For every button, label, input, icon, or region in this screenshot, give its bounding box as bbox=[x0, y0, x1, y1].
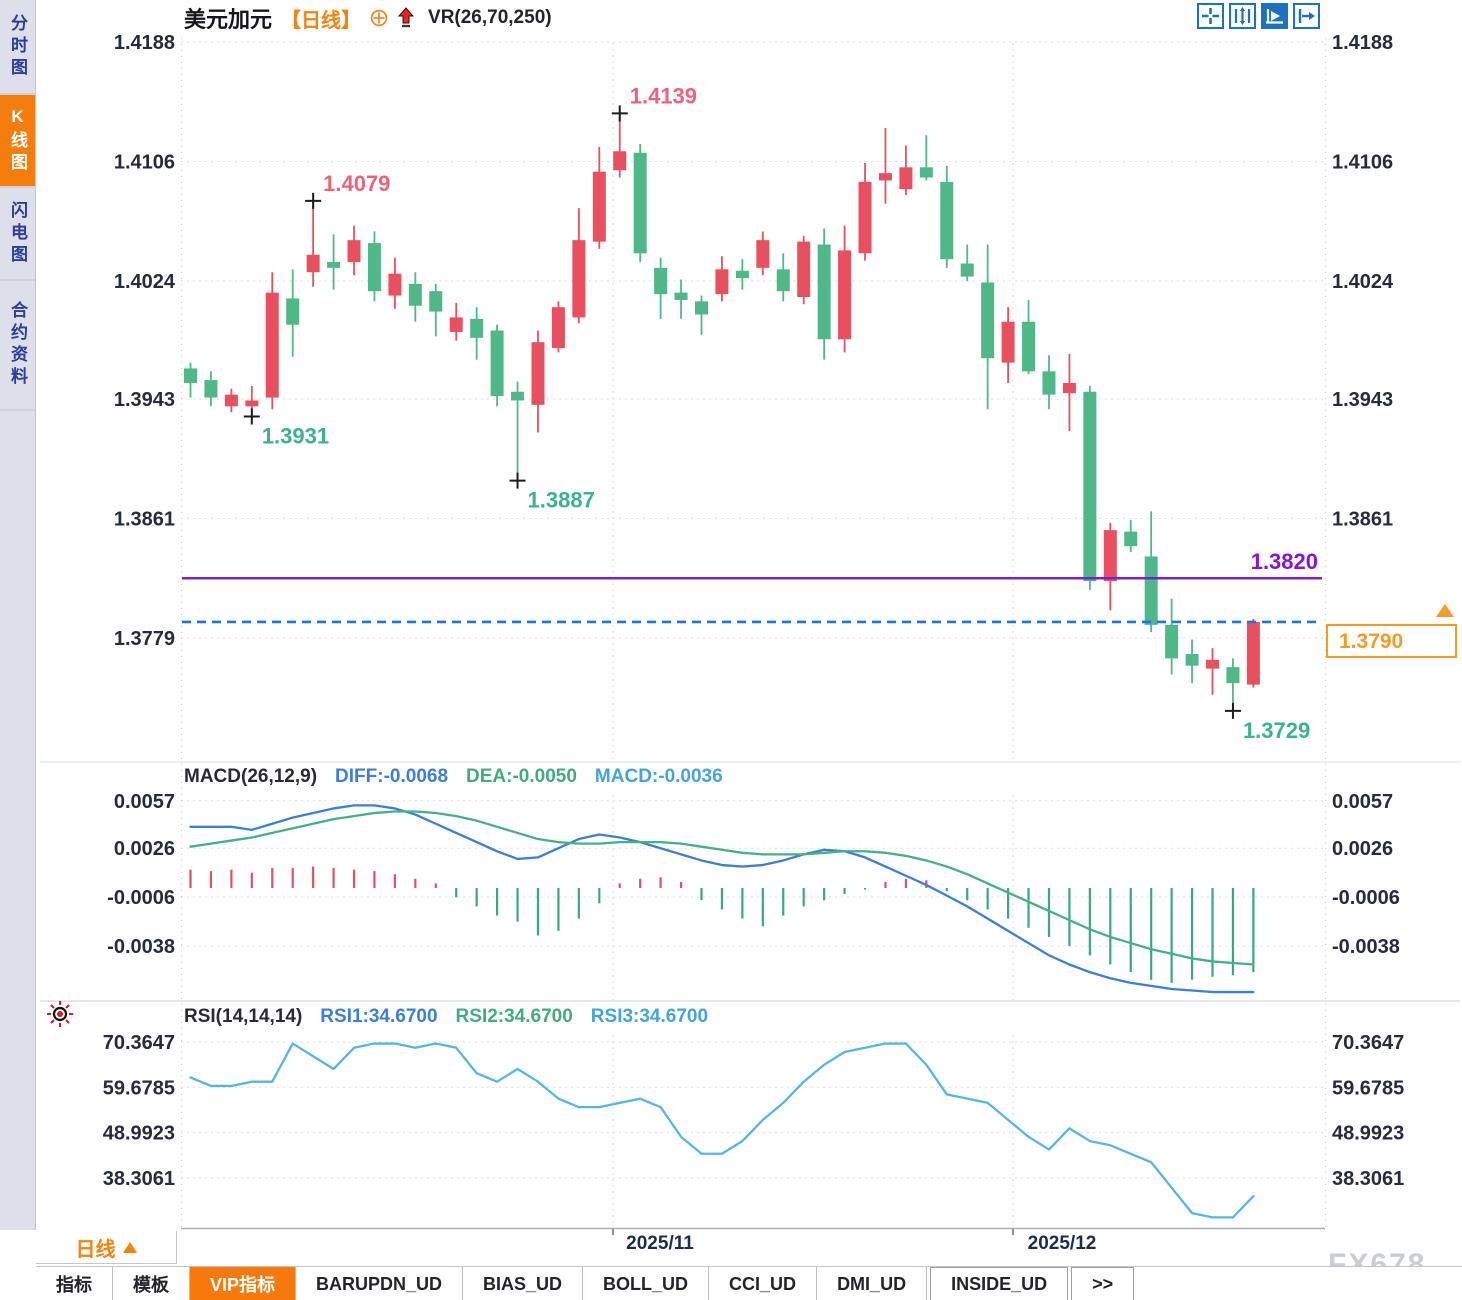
play-to-line-icon[interactable] bbox=[1261, 3, 1288, 29]
timeframe-dropdown[interactable]: 日线 bbox=[36, 1231, 177, 1264]
sidebar-item-kline-chart[interactable]: K线图 bbox=[0, 95, 35, 188]
svg-text:1.4024: 1.4024 bbox=[114, 271, 176, 293]
svg-text:1.3943: 1.3943 bbox=[114, 389, 175, 411]
svg-text:1.3943: 1.3943 bbox=[1332, 389, 1393, 411]
svg-text:0.0026: 0.0026 bbox=[1332, 838, 1393, 860]
vr-indicator-label: VR(26,70,250) bbox=[428, 7, 552, 28]
svg-text:48.9923: 48.9923 bbox=[1332, 1123, 1404, 1145]
svg-text:38.3061: 38.3061 bbox=[103, 1168, 175, 1190]
rsi3-value: RSI3:34.6700 bbox=[590, 1006, 709, 1027]
svg-text:59.6785: 59.6785 bbox=[1332, 1077, 1404, 1099]
timeframe-label: 日线 bbox=[75, 1238, 116, 1261]
x-axis-label-nov: 2025/11 bbox=[626, 1233, 694, 1254]
tab-boll-ud[interactable]: BOLL_UD bbox=[583, 1267, 710, 1300]
indicator-tab-bar: 指标 模板 VIP指标 BARUPDN_UD BIAS_UD BOLL_UD C… bbox=[36, 1266, 1462, 1300]
rsi-title: RSI(14,14,14) bbox=[184, 1006, 303, 1027]
macd-title: MACD(26,12,9) bbox=[184, 766, 318, 787]
svg-text:0.0057: 0.0057 bbox=[114, 791, 175, 813]
svg-text:1.4106: 1.4106 bbox=[1332, 151, 1393, 173]
svg-text:-0.0038: -0.0038 bbox=[107, 936, 175, 958]
axis-scale-icon[interactable] bbox=[1229, 3, 1256, 29]
sidebar-item-flash-chart[interactable]: 闪电图 bbox=[0, 188, 35, 281]
rsi-header: RSI(14,14,14) RSI1:34.6700 RSI2:34.6700 … bbox=[184, 1006, 708, 1028]
svg-text:-0.0038: -0.0038 bbox=[1332, 936, 1400, 958]
tab-indicators[interactable]: 指标 bbox=[36, 1267, 113, 1300]
tab-inside-ud[interactable]: INSIDE_UD bbox=[930, 1267, 1069, 1300]
svg-text:1.3779: 1.3779 bbox=[114, 628, 175, 650]
svg-text:-0.0006: -0.0006 bbox=[107, 887, 175, 909]
rsi2-value: RSI2:34.6700 bbox=[455, 1006, 573, 1027]
svg-text:1.3820: 1.3820 bbox=[1251, 549, 1318, 574]
tab-vip-indicators[interactable]: VIP指标 bbox=[190, 1267, 297, 1300]
svg-text:59.6785: 59.6785 bbox=[103, 1077, 175, 1099]
svg-text:48.9923: 48.9923 bbox=[103, 1123, 175, 1145]
tab-cci-ud[interactable]: CCI_UD bbox=[709, 1267, 818, 1300]
macd-diff-value: DIFF:-0.0068 bbox=[335, 766, 449, 787]
svg-text:1.3729: 1.3729 bbox=[1243, 718, 1310, 743]
macd-header: MACD(26,12,9) DIFF:-0.0068 DEA:-0.0050 M… bbox=[184, 766, 723, 788]
svg-text:1.3861: 1.3861 bbox=[114, 509, 175, 531]
tab-more[interactable]: >> bbox=[1071, 1267, 1135, 1300]
sidebar-item-time-chart[interactable]: 分时图 bbox=[0, 0, 35, 95]
svg-text:1.4188: 1.4188 bbox=[1332, 32, 1393, 54]
collapse-right-icon[interactable] bbox=[1293, 3, 1320, 29]
svg-text:38.3061: 38.3061 bbox=[1332, 1168, 1404, 1190]
rsi1-value: RSI1:34.6700 bbox=[320, 1006, 438, 1027]
svg-text:1.3861: 1.3861 bbox=[1332, 509, 1393, 531]
svg-text:70.3647: 70.3647 bbox=[1332, 1032, 1404, 1054]
add-indicator-icon[interactable] bbox=[370, 9, 388, 27]
sidebar: 分时图 K线图 闪电图 合约资料 bbox=[0, 0, 36, 1230]
svg-text:0.0057: 0.0057 bbox=[1332, 791, 1393, 813]
chart-toolbar bbox=[1197, 3, 1320, 29]
symbol-title: 美元加元 bbox=[184, 7, 273, 32]
x-axis-label-dec: 2025/12 bbox=[1027, 1233, 1097, 1254]
macd-dea-value: DEA:-0.0050 bbox=[466, 766, 577, 787]
svg-text:1.4106: 1.4106 bbox=[114, 151, 175, 173]
tab-bias-ud[interactable]: BIAS_UD bbox=[463, 1267, 584, 1300]
up-arrow-icon bbox=[397, 7, 415, 29]
svg-text:1.4079: 1.4079 bbox=[323, 171, 390, 196]
svg-text:70.3647: 70.3647 bbox=[103, 1032, 175, 1054]
current-price-badge: 1.3790 bbox=[1326, 624, 1457, 658]
crosshair-icon[interactable] bbox=[1197, 3, 1224, 29]
sidebar-item-contract-info[interactable]: 合约资料 bbox=[0, 281, 35, 411]
price-arrow-icon bbox=[1436, 604, 1454, 617]
svg-text:1.3887: 1.3887 bbox=[528, 488, 595, 513]
svg-text:0.0026: 0.0026 bbox=[114, 838, 175, 860]
period-selector[interactable]: 【日线】 bbox=[281, 9, 362, 32]
indicator-settings-icon[interactable] bbox=[46, 1000, 74, 1033]
chevron-up-icon bbox=[122, 1241, 137, 1253]
svg-text:-0.0006: -0.0006 bbox=[1332, 887, 1400, 909]
svg-text:1.3931: 1.3931 bbox=[262, 424, 329, 449]
svg-text:1.4024: 1.4024 bbox=[1332, 271, 1394, 293]
tab-dmi-ud[interactable]: DMI_UD bbox=[817, 1267, 928, 1300]
svg-text:1.4139: 1.4139 bbox=[630, 83, 697, 108]
macd-macd-value: MACD:-0.0036 bbox=[594, 766, 723, 787]
tab-templates[interactable]: 模板 bbox=[113, 1267, 190, 1300]
tab-barupdn-ud[interactable]: BARUPDN_UD bbox=[296, 1267, 464, 1300]
svg-text:1.4188: 1.4188 bbox=[114, 32, 175, 54]
chart-header: 美元加元 【日线】 VR(26,70,250) bbox=[184, 4, 552, 32]
